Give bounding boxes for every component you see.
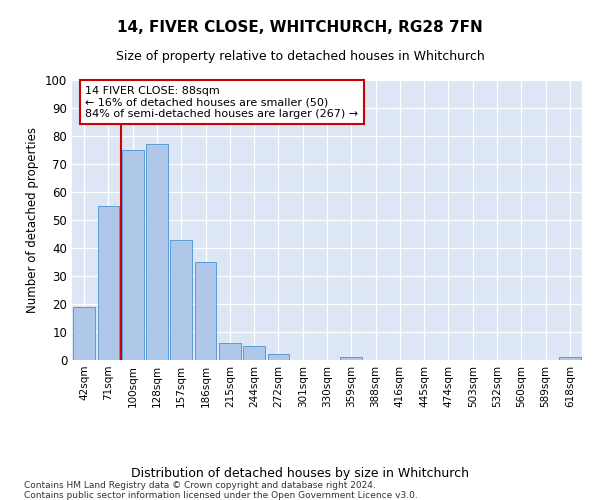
Bar <box>73 307 95 360</box>
Text: 14, FIVER CLOSE, WHITCHURCH, RG28 7FN: 14, FIVER CLOSE, WHITCHURCH, RG28 7FN <box>117 20 483 35</box>
Bar <box>194 262 217 360</box>
Bar <box>340 357 362 360</box>
Bar <box>268 354 289 360</box>
Bar <box>146 144 168 360</box>
Text: Contains public sector information licensed under the Open Government Licence v3: Contains public sector information licen… <box>24 491 418 500</box>
Bar <box>97 206 119 360</box>
Text: Contains HM Land Registry data © Crown copyright and database right 2024.: Contains HM Land Registry data © Crown c… <box>24 481 376 490</box>
Bar <box>122 150 143 360</box>
Bar <box>170 240 192 360</box>
Bar <box>559 357 581 360</box>
Bar <box>219 343 241 360</box>
Y-axis label: Number of detached properties: Number of detached properties <box>26 127 40 313</box>
Text: Size of property relative to detached houses in Whitchurch: Size of property relative to detached ho… <box>116 50 484 63</box>
Bar <box>243 346 265 360</box>
Text: Distribution of detached houses by size in Whitchurch: Distribution of detached houses by size … <box>131 468 469 480</box>
Text: 14 FIVER CLOSE: 88sqm
← 16% of detached houses are smaller (50)
84% of semi-deta: 14 FIVER CLOSE: 88sqm ← 16% of detached … <box>85 86 358 119</box>
